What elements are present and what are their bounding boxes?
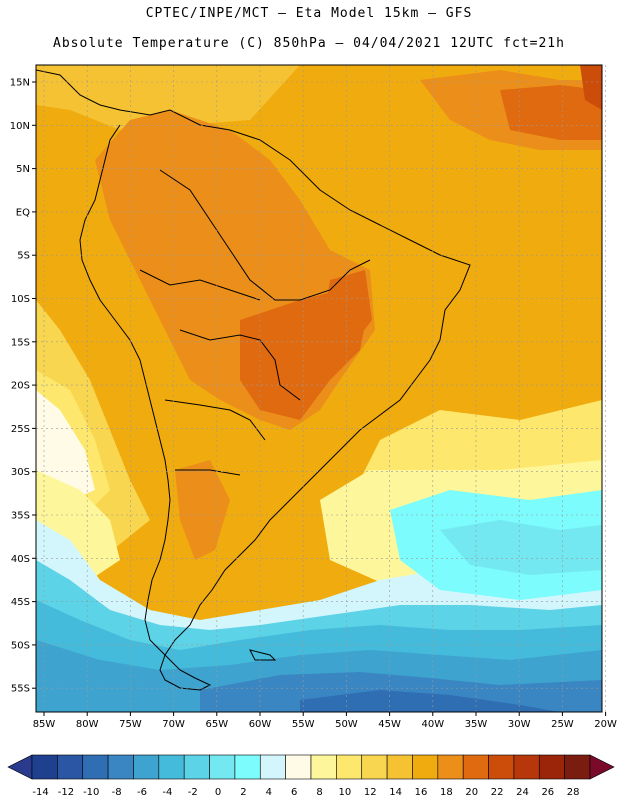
- colorbar-swatch: [488, 754, 515, 780]
- colorbar-label: 0: [215, 787, 221, 798]
- colorbar-swatch: [285, 754, 312, 780]
- latitude-axis: 15N 10N 5N EQ 5S 10S 15S 20S 25S 30S 35S 40S 45S 50S 5…: [10, 78, 36, 695]
- lon-tick-label: 80W: [76, 719, 99, 730]
- longitude-axis: 85W 80W 75W 70W 65W 60W 55W 50W 45W 40W 35W 30W 25W 2…: [33, 712, 617, 730]
- lat-tick-label: 25S: [11, 424, 30, 435]
- colorbar-label: 24: [516, 787, 529, 798]
- lat-tick-label: 35S: [11, 511, 30, 522]
- colorbar-label: 18: [440, 787, 453, 798]
- lat-lon-grid: [36, 65, 606, 712]
- colorbar-label: -4: [162, 787, 172, 798]
- colorbar-label: -8: [112, 787, 122, 798]
- colorbar-label: 16: [415, 787, 428, 798]
- colorbar-label: 28: [567, 787, 580, 798]
- lat-tick-label: 50S: [11, 640, 30, 651]
- lat-tick-label: 10S: [11, 294, 30, 305]
- temperature-colorbar: [7, 754, 615, 780]
- lon-tick-label: 30W: [508, 719, 531, 730]
- colorbar-swatch: [31, 754, 58, 780]
- lat-tick-label: 40S: [11, 554, 30, 565]
- colorbar-label: -14: [32, 787, 48, 798]
- colorbar-swatch: [513, 754, 540, 780]
- colorbar-swatch: [57, 754, 84, 780]
- colorbar-label: 14: [389, 787, 402, 798]
- map-frame: [35, 64, 603, 713]
- colorbar-label: -2: [188, 787, 198, 798]
- lon-tick-label: 65W: [205, 719, 228, 730]
- colorbar-swatch: [437, 754, 464, 780]
- colorbar-swatch: [336, 754, 363, 780]
- colorbar-swatch: [107, 754, 134, 780]
- colorbar-swatch: [538, 754, 565, 780]
- colorbar-label: 26: [541, 787, 554, 798]
- map-subtitle: Absolute Temperature (C) 850hPa – 04/04/…: [53, 36, 565, 51]
- lon-tick-label: 75W: [119, 719, 142, 730]
- colorbar-label: 4: [266, 787, 272, 798]
- lat-tick-label: 45S: [11, 597, 30, 608]
- lat-tick-label: 10N: [10, 121, 30, 132]
- lat-tick-label: EQ: [16, 207, 30, 218]
- lat-tick-label: 15N: [10, 78, 30, 89]
- lon-tick-label: 50W: [335, 719, 358, 730]
- lon-tick-label: 45W: [378, 719, 401, 730]
- colorbar-swatch: [183, 754, 210, 780]
- colorbar-swatch: [386, 754, 413, 780]
- colorbar-label: 2: [240, 787, 246, 798]
- colorbar-swatch: [462, 754, 489, 780]
- temperature-field: [36, 65, 602, 712]
- lon-tick-label: 60W: [249, 719, 272, 730]
- lon-tick-label: 55W: [292, 719, 315, 730]
- colorbar-tick-labels: -14 -12 -10 -8 -6 -4 -2 0 2 4 6 8 10 12 14 16 18 20 22 24 26…: [32, 787, 579, 798]
- lon-tick-label: 35W: [465, 719, 488, 730]
- lat-tick-label: 15S: [11, 337, 30, 348]
- colorbar-label: 8: [316, 787, 322, 798]
- colorbar-label: 20: [465, 787, 478, 798]
- lon-tick-label: 70W: [162, 719, 185, 730]
- colorbar-swatch: [209, 754, 236, 780]
- colorbar-swatch: [234, 754, 261, 780]
- colorbar-over-arrow: [589, 754, 615, 780]
- colorbar-under-arrow: [7, 754, 33, 780]
- colorbar-label: -6: [137, 787, 147, 798]
- lat-tick-label: 30S: [11, 467, 30, 478]
- colorbar-swatch: [310, 754, 337, 780]
- lat-tick-label: 5S: [17, 251, 30, 262]
- lat-tick-label: 5N: [16, 164, 30, 175]
- colorbar-swatch: [133, 754, 160, 780]
- lon-tick-label: 20W: [594, 719, 617, 730]
- colorbar-swatch: [82, 754, 109, 780]
- map-title: CPTEC/INPE/MCT – Eta Model 15km – GFS: [145, 6, 473, 21]
- colorbar-label: 12: [364, 787, 377, 798]
- colorbar-swatch: [158, 754, 185, 780]
- lon-tick-label: 85W: [33, 719, 56, 730]
- lat-tick-label: 20S: [11, 381, 30, 392]
- lon-tick-label: 40W: [421, 719, 444, 730]
- colorbar-label: 6: [291, 787, 297, 798]
- colorbar-swatch: [564, 754, 591, 780]
- colorbar-swatch: [361, 754, 388, 780]
- colorbar-swatch: [412, 754, 439, 780]
- colorbar-label: -12: [58, 787, 74, 798]
- lat-tick-label: 55S: [11, 684, 30, 695]
- colorbar-label: 10: [339, 787, 352, 798]
- colorbar-swatch: [259, 754, 286, 780]
- colorbar-label: -10: [83, 787, 99, 798]
- colorbar-label: 22: [491, 787, 504, 798]
- lon-tick-label: 25W: [551, 719, 574, 730]
